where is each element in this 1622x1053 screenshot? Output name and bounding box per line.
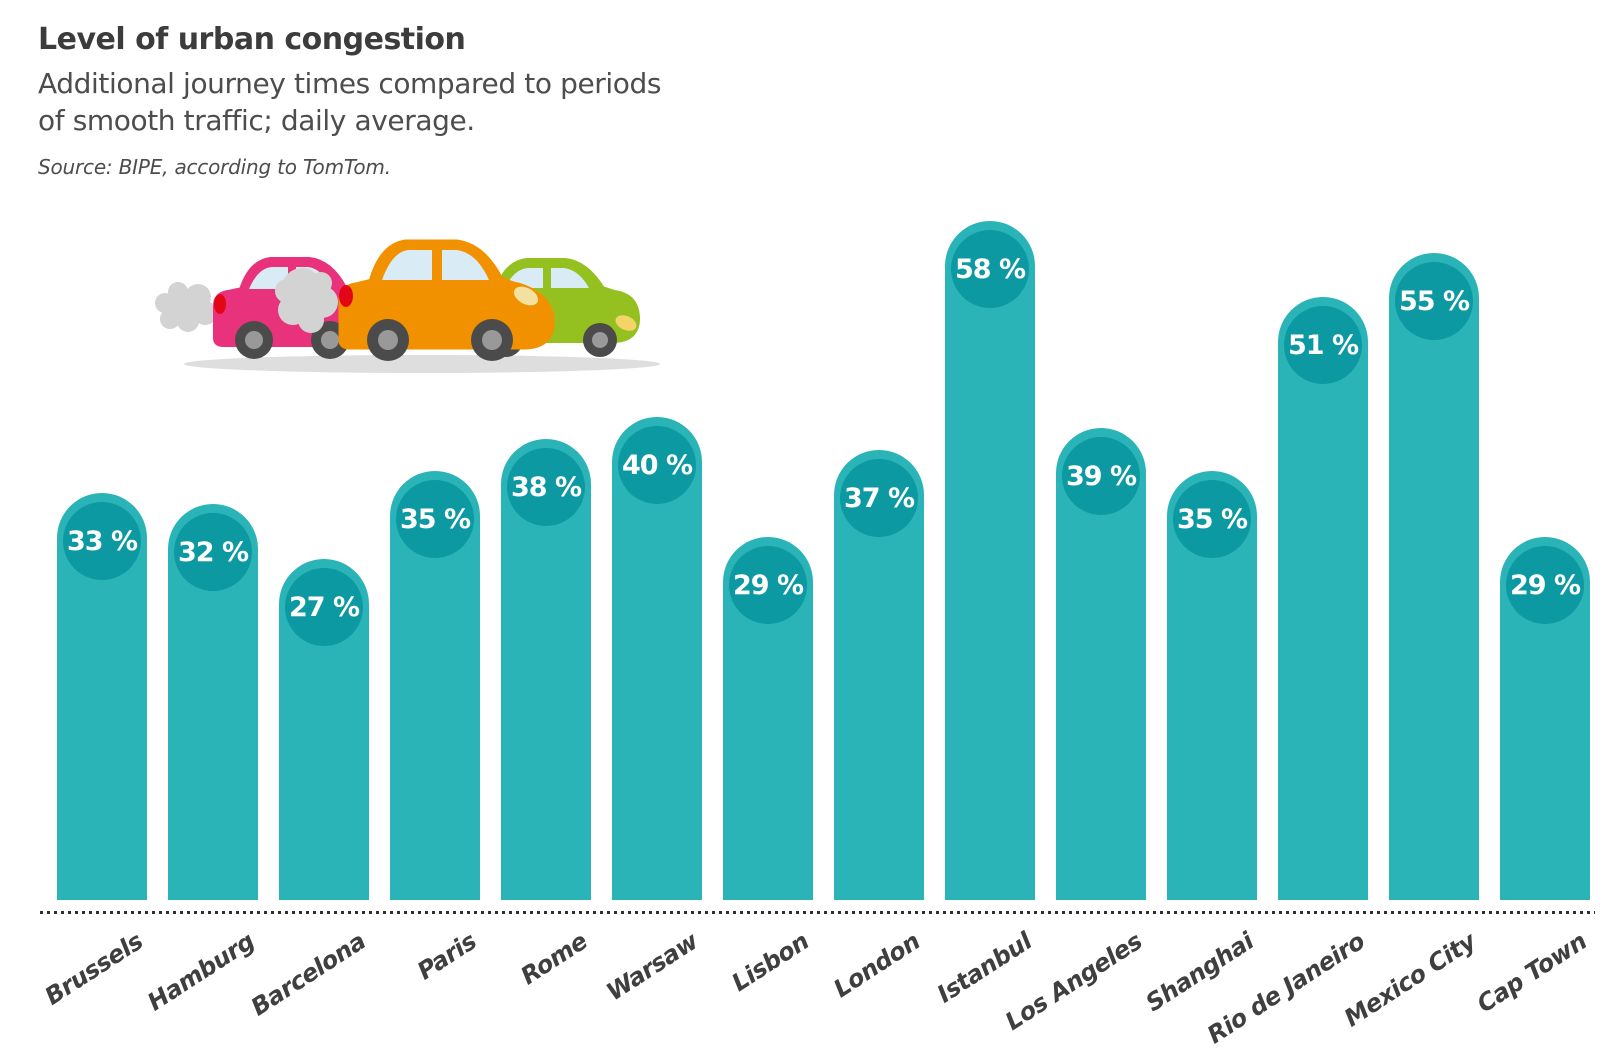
ground-shadow (184, 355, 660, 373)
bar-column: 33 % Brussels (40, 493, 148, 1011)
orange-car (338, 239, 555, 361)
taillight-icon (214, 294, 226, 314)
value-badge: 39 % (1062, 437, 1140, 515)
bar-column: 37 % London (829, 450, 925, 1003)
axis-label: London (828, 927, 926, 1004)
bar: 55 % (1389, 253, 1479, 900)
bar: 29 % (1500, 537, 1590, 900)
value-badge: 58 % (951, 230, 1029, 308)
chart-header: Level of urban congestion Additional jou… (38, 22, 661, 179)
axis-label: Paris (412, 927, 482, 986)
value-badge: 37 % (840, 459, 918, 537)
value-badge: 38 % (507, 448, 585, 526)
axis-label: Istanbul (931, 927, 1037, 1009)
bar-column: 27 % Barcelona (246, 559, 370, 1021)
headlight-icon (615, 315, 637, 331)
bar: 35 % (1167, 471, 1257, 900)
bar-column: 40 % Warsaw (602, 417, 703, 1006)
bar-column: 35 % Paris (390, 471, 481, 985)
axis-label: Brussels (40, 927, 149, 1011)
bar-column: 29 % Cap Town (1472, 537, 1591, 1018)
smoke-cloud-icon (155, 282, 217, 332)
chart-subtitle: Additional journey times compared to per… (38, 65, 661, 139)
value-badge: 27 % (285, 568, 363, 646)
bar-chart: 33 % Brussels 32 % Hamburg 27 % Barcelona 35 %… (40, 0, 1591, 1049)
value-badge: 32 % (174, 513, 252, 591)
bar: 29 % (723, 537, 813, 900)
axis-label: Warsaw (602, 927, 704, 1007)
source-note: Source: BIPE, according to TomTom. (38, 155, 391, 179)
value-badge: 35 % (396, 480, 474, 558)
bar: 32 % (168, 504, 258, 900)
bar: 38 % (501, 439, 591, 900)
value-badge: 33 % (63, 502, 141, 580)
headlight-icon (513, 286, 539, 306)
bar-column: 38 % Rome (501, 439, 592, 990)
bar-column: 55 % Mexico City (1339, 253, 1480, 1032)
axis-label: Rome (515, 927, 593, 991)
subtitle-line-2: of smooth traffic; daily average. (38, 104, 475, 137)
bar: 33 % (57, 493, 147, 900)
value-badge: 29 % (1506, 546, 1584, 624)
axis-label: Barcelona (245, 927, 371, 1022)
bar: 35 % (390, 471, 480, 900)
bar: 37 % (834, 450, 924, 900)
bar: 51 % (1278, 297, 1368, 900)
value-badge: 40 % (618, 426, 696, 504)
axis-label: Cap Town (1471, 927, 1592, 1019)
taillight-icon (339, 285, 353, 307)
traffic-jam-illustration (150, 228, 670, 388)
bar-column: 35 % Shanghai (1140, 471, 1258, 1017)
smoke-cloud-icon (275, 268, 338, 333)
bar-column: 39 % Los Angeles (1000, 428, 1147, 1036)
bar-column: 51 % Rio de Janeiro (1202, 297, 1369, 1049)
bar: 27 % (279, 559, 369, 900)
bar: 39 % (1056, 428, 1146, 900)
bar: 40 % (612, 417, 702, 900)
value-badge: 55 % (1395, 262, 1473, 340)
axis-label: Lisbon (727, 927, 815, 998)
bar: 58 % (945, 221, 1035, 900)
traffic-jam-cars-svg (155, 239, 660, 373)
page-title: Level of urban congestion (38, 22, 466, 57)
value-badge: 29 % (729, 546, 807, 624)
value-badge: 35 % (1173, 480, 1251, 558)
value-badge: 51 % (1284, 306, 1362, 384)
bar-column: 32 % Hamburg (142, 504, 259, 1016)
axis-label: Hamburg (142, 927, 260, 1017)
x-axis-line (40, 911, 1595, 914)
bar-column: 58 % Istanbul (932, 221, 1036, 1008)
subtitle-line-1: Additional journey times compared to per… (38, 67, 662, 100)
bar-column: 29 % Lisbon (723, 537, 814, 997)
